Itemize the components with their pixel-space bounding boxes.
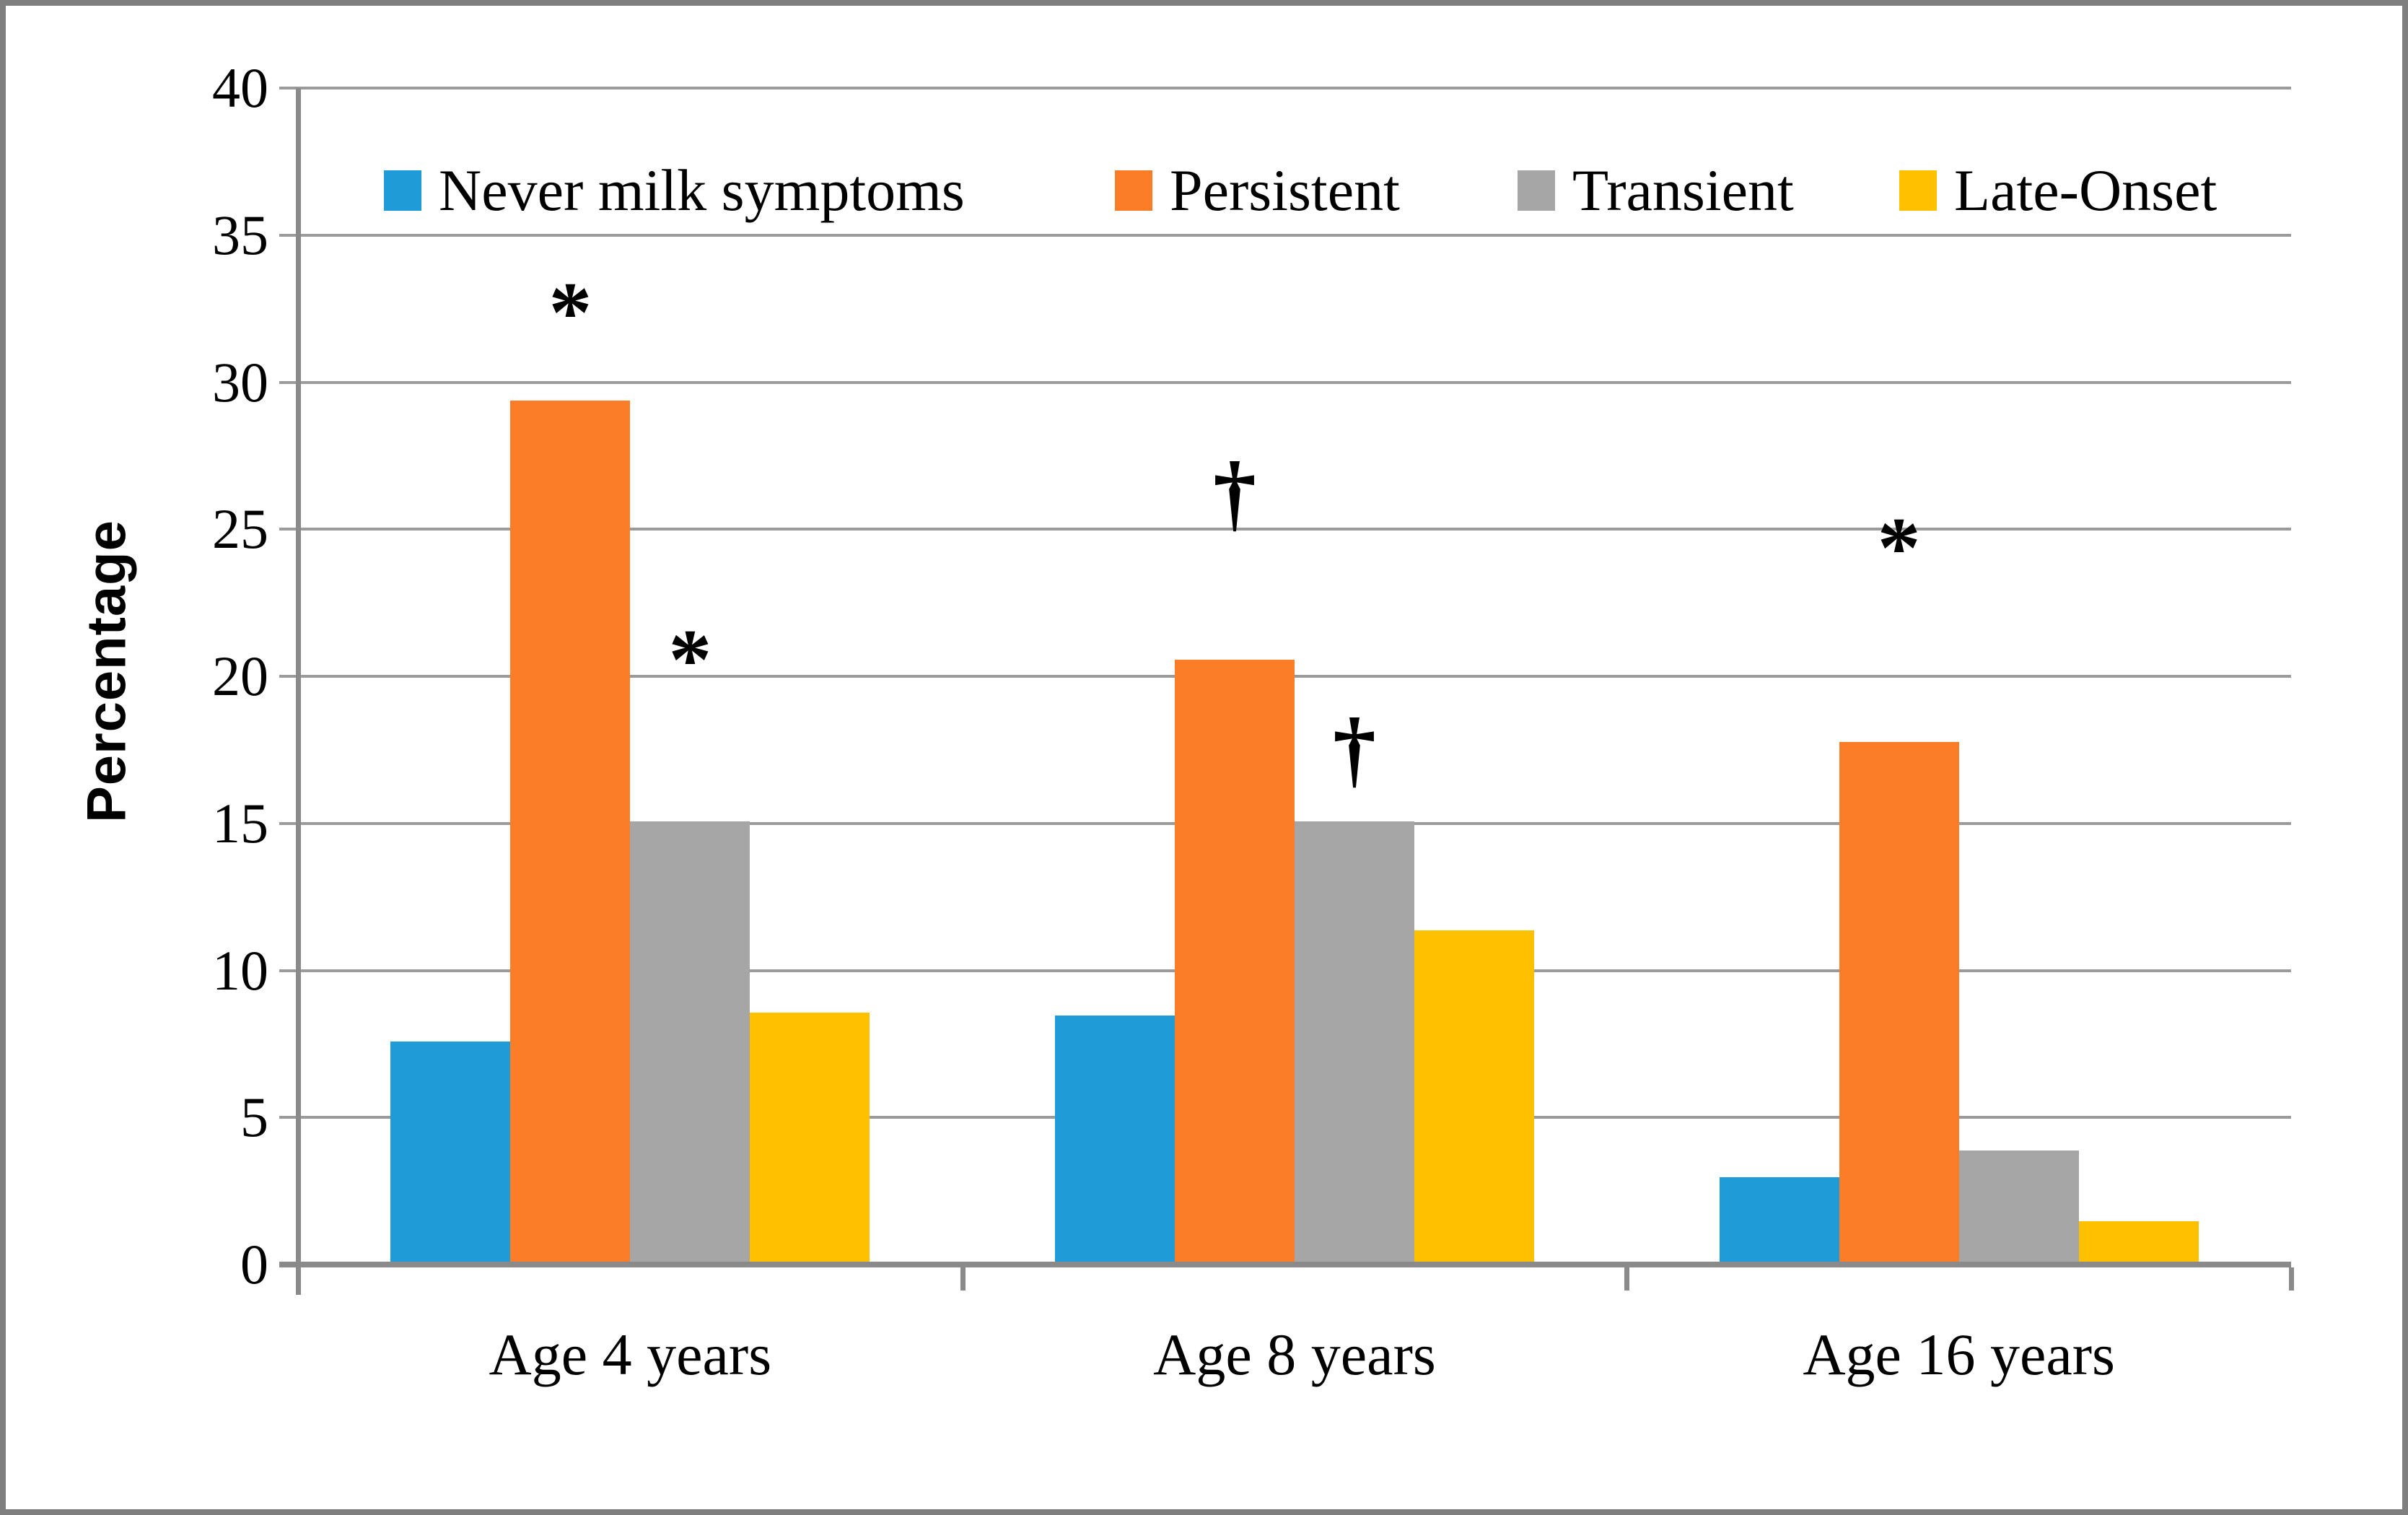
bar-never-milk-symptoms-age-8-years <box>1055 1015 1175 1262</box>
dagger-annotation: † <box>1333 699 1376 796</box>
asterisk-annotation: * <box>1877 499 1921 596</box>
bar-transient-age-4-years <box>630 821 750 1262</box>
x-category-label: Age 16 years <box>1803 1322 2115 1387</box>
y-tick-label-0: 0 <box>240 1233 268 1296</box>
x-category-label: Age 4 years <box>489 1322 772 1387</box>
legend-label: Late-Onset <box>1954 157 2217 223</box>
bar-transient-age-16-years <box>1958 1151 2079 1262</box>
asterisk-annotation: * <box>548 264 592 361</box>
y-tick-label-40: 40 <box>212 56 268 119</box>
y-tick-label-5: 5 <box>240 1086 268 1149</box>
legend-swatch <box>384 170 421 211</box>
y-tick-label-20: 20 <box>212 645 268 707</box>
bar-never-milk-symptoms-age-16-years <box>1719 1176 1839 1262</box>
legend-label: Transient <box>1572 157 1794 223</box>
legend-swatch <box>1518 170 1555 211</box>
dagger-annotation: † <box>1213 444 1256 541</box>
bar-persistent-age-8-years <box>1175 659 1295 1262</box>
gridline-25 <box>279 528 2291 531</box>
gridline-40 <box>279 87 2291 89</box>
bar-late-onset-age-8-years <box>1414 930 1534 1262</box>
legend-item-transient: Transient <box>1518 161 1794 220</box>
x-axis-line <box>279 1262 2291 1267</box>
legend-swatch <box>1115 170 1152 211</box>
bar-late-onset-age-4-years <box>750 1012 870 1262</box>
legend-item-never-milk-symptoms: Never milk symptoms <box>384 161 965 220</box>
bar-never-milk-symptoms-age-4-years <box>390 1042 511 1262</box>
y-tick-label-25: 25 <box>212 497 268 561</box>
legend-item-persistent: Persistent <box>1115 161 1400 220</box>
legend-label: Never milk symptoms <box>439 157 965 223</box>
x-axis-category-tick <box>1624 1267 1630 1291</box>
bar-late-onset-age-16-years <box>2078 1221 2199 1262</box>
gridline-35 <box>279 233 2291 237</box>
x-axis-category-tick <box>2289 1267 2294 1291</box>
legend-label: Persistent <box>1170 157 1400 223</box>
bar-transient-age-8-years <box>1295 821 1414 1262</box>
y-tick-label-35: 35 <box>212 203 268 266</box>
y-tick-label-10: 10 <box>212 938 268 1002</box>
asterisk-annotation: * <box>668 611 712 708</box>
legend-item-late-onset: Late-Onset <box>1899 161 2217 220</box>
y-tick-label-15: 15 <box>212 791 268 855</box>
x-axis-category-tick <box>960 1267 966 1291</box>
y-axis-line <box>296 88 301 1295</box>
bar-persistent-age-4-years <box>510 401 631 1262</box>
legend-swatch <box>1899 170 1937 211</box>
y-tick-label-30: 30 <box>212 350 268 414</box>
bar-persistent-age-16-years <box>1839 741 1959 1262</box>
gridline-30 <box>279 380 2291 384</box>
x-category-label: Age 8 years <box>1153 1322 1436 1387</box>
x-axis-category-tick <box>296 1267 301 1291</box>
